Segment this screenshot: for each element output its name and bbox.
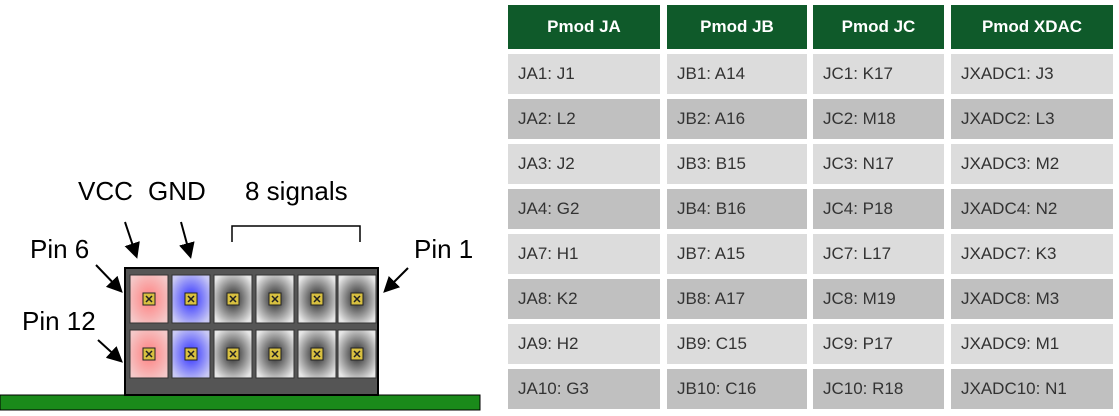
table-cell: JXADC2: L3	[951, 99, 1113, 139]
table-cell: JB3: B15	[667, 144, 807, 184]
table-cell: JB1: A14	[667, 54, 807, 94]
table-cell: JC1: K17	[813, 54, 944, 94]
header-cell: Pmod XDAC	[951, 5, 1113, 49]
table-cell: JA9: H2	[508, 324, 660, 364]
table-cell: JXADC8: M3	[951, 279, 1113, 319]
table-cell: JC2: M18	[813, 99, 944, 139]
header-cell: Pmod JC	[813, 5, 944, 49]
pin-mark	[313, 350, 321, 358]
table-cell: JA7: H1	[508, 234, 660, 274]
table-cell: JB10: C16	[667, 369, 807, 409]
table-cell: JB2: A16	[667, 99, 807, 139]
table-cell: JC7: L17	[813, 234, 944, 274]
arrows	[95, 221, 409, 363]
table-cell: JB4: B16	[667, 189, 807, 229]
table-cell: JXADC3: M2	[951, 144, 1113, 184]
header-cell: Pmod JB	[667, 5, 807, 49]
table-cell: JA1: J1	[508, 54, 660, 94]
table-cell: JB7: A15	[667, 234, 807, 274]
table-cell: JA3: J2	[508, 144, 660, 184]
pin-mark	[353, 350, 361, 358]
pin	[297, 329, 337, 379]
table-cell: JA10: G3	[508, 369, 660, 409]
table-cell: JC9: P17	[813, 324, 944, 364]
table-cell: JXADC7: K3	[951, 234, 1113, 274]
bracket	[231, 225, 361, 242]
pin-mark	[187, 350, 195, 358]
pin-mark	[145, 295, 153, 303]
pin-mark	[229, 350, 237, 358]
pin-mark	[187, 295, 195, 303]
pin	[337, 329, 377, 379]
label: Pin 6	[30, 234, 89, 264]
table-cell: JXADC10: N1	[951, 369, 1113, 409]
pin-mark	[353, 295, 361, 303]
table-cell: JC10: R18	[813, 369, 944, 409]
pins	[129, 274, 377, 379]
pin-mark	[271, 295, 279, 303]
pin-mark	[271, 350, 279, 358]
table-cell: JC8: M19	[813, 279, 944, 319]
table-cell: JC4: P18	[813, 189, 944, 229]
label: VCC	[78, 176, 133, 206]
table-cell: JA8: K2	[508, 279, 660, 319]
table-cell: JB9: C15	[667, 324, 807, 364]
table-cell: JA2: L2	[508, 99, 660, 139]
pin	[255, 329, 295, 379]
header-cell: Pmod JA	[508, 5, 660, 49]
table-cell: JXADC1: J3	[951, 54, 1113, 94]
table-cell: JA4: G2	[508, 189, 660, 229]
connector-diagram: VCC GND 8 signals Pin 6 Pin 1 Pin 12	[0, 176, 481, 411]
table-cell: JB8: A17	[667, 279, 807, 319]
pin	[337, 274, 377, 324]
table-cell: JXADC9: M1	[951, 324, 1113, 364]
label: GND	[148, 176, 206, 206]
table-cell: JC3: N17	[813, 144, 944, 184]
pin-mark	[313, 295, 321, 303]
label: Pin 12	[22, 306, 96, 336]
label: 8 signals	[245, 176, 348, 206]
pin-mark	[145, 350, 153, 358]
table-cell: JXADC4: N2	[951, 189, 1113, 229]
label: Pin 1	[414, 234, 473, 264]
pin-mark	[229, 295, 237, 303]
